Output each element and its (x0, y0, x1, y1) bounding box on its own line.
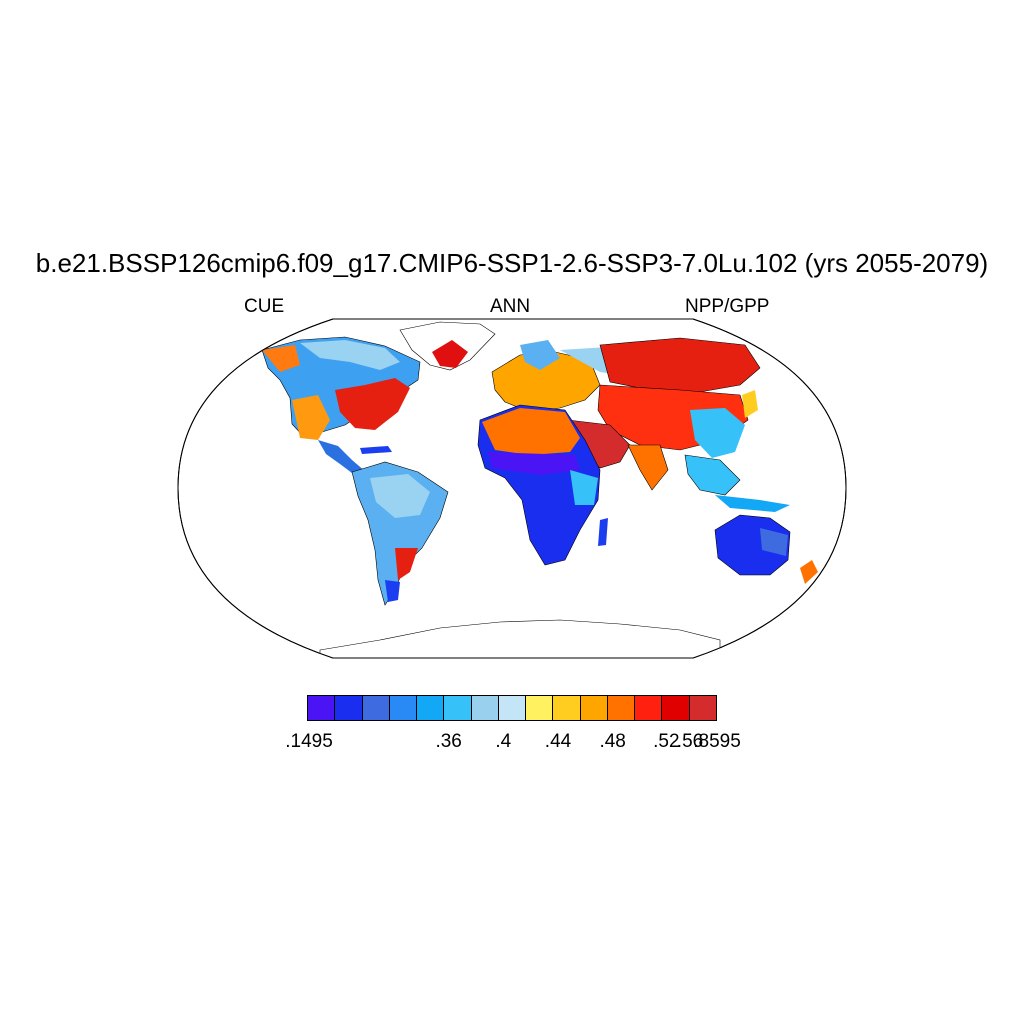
australia-east (760, 528, 788, 556)
indonesia (715, 495, 790, 512)
colorbar-label-4: .48 (599, 731, 626, 752)
madagascar (598, 518, 608, 546)
colorbar-label-5: .52 (653, 731, 680, 752)
canada-north (300, 340, 400, 370)
colorbar-box-2 (362, 696, 390, 720)
patagonia (385, 580, 400, 602)
colorbar (307, 695, 717, 721)
colorbar-box-6 (471, 696, 499, 720)
colorbar-label-3: .44 (544, 731, 572, 752)
eastern-us (335, 378, 410, 430)
central-america (318, 440, 366, 476)
east-asia (690, 408, 745, 458)
colorbar-box-4 (417, 696, 445, 720)
new-zealand (800, 560, 818, 584)
western-us (292, 395, 330, 440)
antarctica-outline (319, 619, 721, 658)
colorbar-box-9 (553, 696, 581, 720)
colorbar-box-12 (635, 696, 663, 720)
amazon (370, 474, 430, 518)
japan (742, 390, 758, 418)
colorbar-label-6: .56 (676, 731, 704, 752)
colorbar-label-0: .1495 (285, 731, 333, 752)
colorbar-box-5 (444, 696, 472, 720)
colorbar-box-13 (662, 696, 690, 720)
plot-title: b.e21.BSSP126cmip6.f09_g17.CMIP6-SSP1-2.… (35, 248, 989, 278)
colorbar-label-7: .8595 (693, 731, 741, 752)
southeast-asia (684, 454, 741, 496)
east-africa (570, 470, 598, 505)
sahara (482, 408, 580, 455)
colorbar-box-7 (498, 696, 527, 720)
caribbean (360, 446, 392, 454)
colorbar-label-1: .36 (435, 731, 462, 752)
colorbar-box-11 (607, 696, 636, 720)
units-label: NPP/GPP (685, 296, 770, 317)
southern-south-america (395, 548, 418, 580)
australia (714, 514, 791, 576)
india (627, 444, 669, 491)
season-label: ANN (490, 296, 531, 317)
variable-label: CUE (244, 296, 285, 317)
greenland-coast (432, 340, 468, 368)
colorbar-label-2: .4 (495, 731, 512, 752)
sahel (488, 452, 580, 475)
colorbar-box-8 (526, 696, 554, 720)
colorbar-box-10 (580, 696, 608, 720)
colorbar-box-14 (689, 696, 716, 720)
scandinavia (520, 340, 560, 370)
colorbar-box-0 (308, 696, 336, 720)
siberia (599, 337, 761, 393)
colorbar-box-1 (335, 696, 363, 720)
alaska (262, 345, 300, 372)
colorbar-box-3 (389, 696, 418, 720)
